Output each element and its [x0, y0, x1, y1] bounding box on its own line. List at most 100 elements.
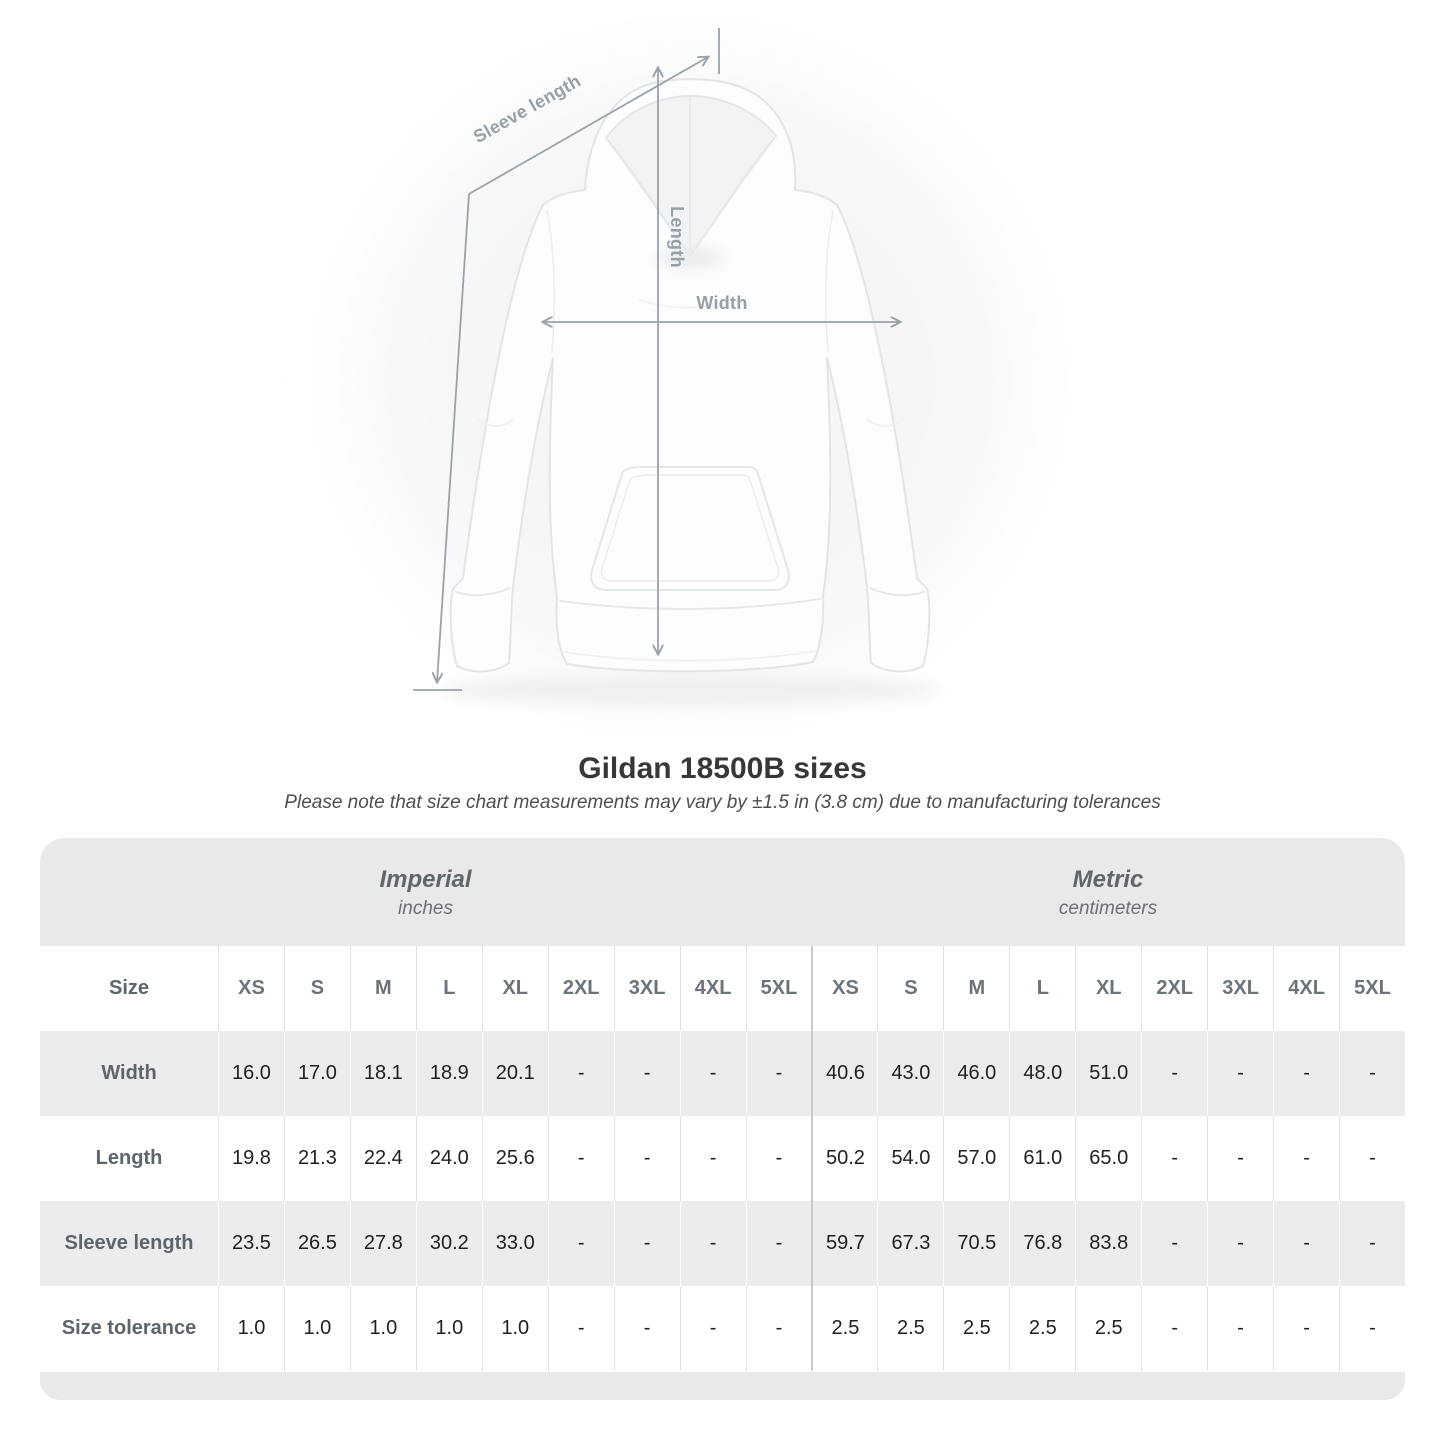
size-col-header-imperial: 3XL [613, 946, 680, 1031]
size-col-header-metric: 2XL [1141, 946, 1208, 1031]
floor-shadow [440, 674, 940, 706]
size-col-header-imperial: S [283, 946, 350, 1031]
imperial-value-cell: 30.2 [415, 1201, 482, 1286]
imperial-value-cell: 23.5 [218, 1201, 284, 1286]
metric-value-cell: 43.0 [877, 1031, 944, 1116]
imperial-value-cell: - [613, 1286, 680, 1371]
hoodie-illustration: Sleeve length Length Width [360, 28, 1020, 706]
size-col-header-imperial: M [349, 946, 416, 1031]
page-title: Gildan 18500B sizes [578, 752, 867, 785]
width-label: Width [696, 293, 747, 313]
imperial-value-cell: 1.0 [349, 1286, 416, 1371]
imperial-value-cell: 17.0 [283, 1031, 350, 1116]
metric-value-cell: - [1339, 1031, 1405, 1116]
size-col-header-metric: 3XL [1207, 946, 1274, 1031]
size-col-header-imperial: XL [481, 946, 548, 1031]
imperial-value-cell: - [679, 1201, 746, 1286]
metric-value-cell: 40.6 [811, 1031, 878, 1116]
metric-value-cell: 57.0 [943, 1116, 1010, 1201]
size-table: Imperial inches Metric centimeters Size X… [40, 838, 1405, 1400]
metric-value-cell: - [1207, 1031, 1274, 1116]
imperial-value-cell: - [547, 1201, 614, 1286]
metric-value-cell: 48.0 [1009, 1031, 1076, 1116]
measurement-arrows [413, 28, 900, 691]
metric-value-cell: 2.5 [1009, 1286, 1076, 1371]
metric-value-cell: - [1207, 1201, 1274, 1286]
imperial-value-cell: - [745, 1286, 812, 1371]
size-corner-label: Size [40, 946, 218, 1031]
metric-value-cell: 67.3 [877, 1201, 944, 1286]
metric-value-cell: 59.7 [811, 1201, 878, 1286]
metric-value-cell: 2.5 [943, 1286, 1010, 1371]
metric-value-cell: 2.5 [877, 1286, 944, 1371]
imperial-value-cell: 21.3 [283, 1116, 350, 1201]
metric-value-cell: - [1141, 1286, 1208, 1371]
imperial-value-cell: 33.0 [481, 1201, 548, 1286]
imperial-value-cell: 18.9 [415, 1031, 482, 1116]
size-col-header-metric: S [877, 946, 944, 1031]
row-label: Sleeve length [40, 1201, 218, 1286]
imperial-value-cell: 24.0 [415, 1116, 482, 1201]
size-col-header-metric: M [943, 946, 1010, 1031]
metric-value-cell: - [1273, 1031, 1340, 1116]
imperial-value-cell: 27.8 [349, 1201, 416, 1286]
metric-value-cell: 50.2 [811, 1116, 878, 1201]
unit-header-band: Imperial inches Metric centimeters [40, 838, 1405, 946]
imperial-value-cell: 26.5 [283, 1201, 350, 1286]
size-col-header-metric: 5XL [1339, 946, 1405, 1031]
metric-value-cell: - [1207, 1286, 1274, 1371]
metric-value-cell: 83.8 [1075, 1201, 1142, 1286]
row-label: Size tolerance [40, 1286, 218, 1371]
metric-value-cell: 54.0 [877, 1116, 944, 1201]
imperial-value-cell: - [613, 1031, 680, 1116]
size-col-header-metric: L [1009, 946, 1076, 1031]
imperial-value-cell: 19.8 [218, 1116, 284, 1201]
imperial-value-cell: 1.0 [218, 1286, 284, 1371]
imperial-value-cell: - [679, 1031, 746, 1116]
imperial-value-cell: - [745, 1031, 812, 1116]
imperial-value-cell: - [745, 1116, 812, 1201]
metric-value-cell: 76.8 [1009, 1201, 1076, 1286]
size-col-header-imperial: L [415, 946, 482, 1031]
table-footer-band [40, 1372, 1405, 1400]
metric-value-cell: - [1273, 1201, 1340, 1286]
imperial-title: Imperial [379, 866, 472, 893]
metric-value-cell: 65.0 [1075, 1116, 1142, 1201]
imperial-value-cell: 25.6 [481, 1116, 548, 1201]
length-label: Length [667, 206, 687, 268]
imperial-value-cell: - [547, 1116, 614, 1201]
metric-value-cell: - [1141, 1201, 1208, 1286]
metric-value-cell: - [1339, 1201, 1405, 1286]
imperial-value-cell: 22.4 [349, 1116, 416, 1201]
metric-unit: centimeters [1058, 898, 1158, 919]
imperial-value-cell: - [547, 1286, 614, 1371]
row-label: Width [40, 1031, 218, 1116]
size-col-header-metric: 4XL [1273, 946, 1340, 1031]
size-col-header-imperial: 4XL [679, 946, 746, 1031]
metric-value-cell: - [1207, 1116, 1274, 1201]
imperial-header: Imperial inches [40, 838, 811, 946]
kangaroo-pocket [590, 466, 790, 591]
metric-value-cell: - [1141, 1116, 1208, 1201]
metric-value-cell: - [1273, 1116, 1340, 1201]
size-table-grid: Size XS S M L XL 2XL 3XL 4XL 5XL XS S M L XL 2XL 3XL 4XL 5… [40, 946, 1405, 1371]
metric-value-cell: 61.0 [1009, 1116, 1076, 1201]
imperial-value-cell: 18.1 [349, 1031, 416, 1116]
metric-value-cell: 70.5 [943, 1201, 1010, 1286]
size-col-header-metric: XL [1075, 946, 1142, 1031]
imperial-value-cell: 20.1 [481, 1031, 548, 1116]
imperial-unit: inches [398, 898, 453, 919]
size-col-header-imperial: XS [218, 946, 284, 1031]
metric-value-cell: - [1339, 1116, 1405, 1201]
metric-value-cell: 51.0 [1075, 1031, 1142, 1116]
imperial-value-cell: - [679, 1116, 746, 1201]
metric-value-cell: 2.5 [811, 1286, 878, 1371]
size-col-header-imperial: 2XL [547, 946, 614, 1031]
imperial-value-cell: - [613, 1116, 680, 1201]
size-col-header-metric: XS [811, 946, 878, 1031]
imperial-value-cell: 16.0 [218, 1031, 284, 1116]
imperial-value-cell: - [745, 1201, 812, 1286]
imperial-value-cell: 1.0 [283, 1286, 350, 1371]
imperial-value-cell: 1.0 [415, 1286, 482, 1371]
